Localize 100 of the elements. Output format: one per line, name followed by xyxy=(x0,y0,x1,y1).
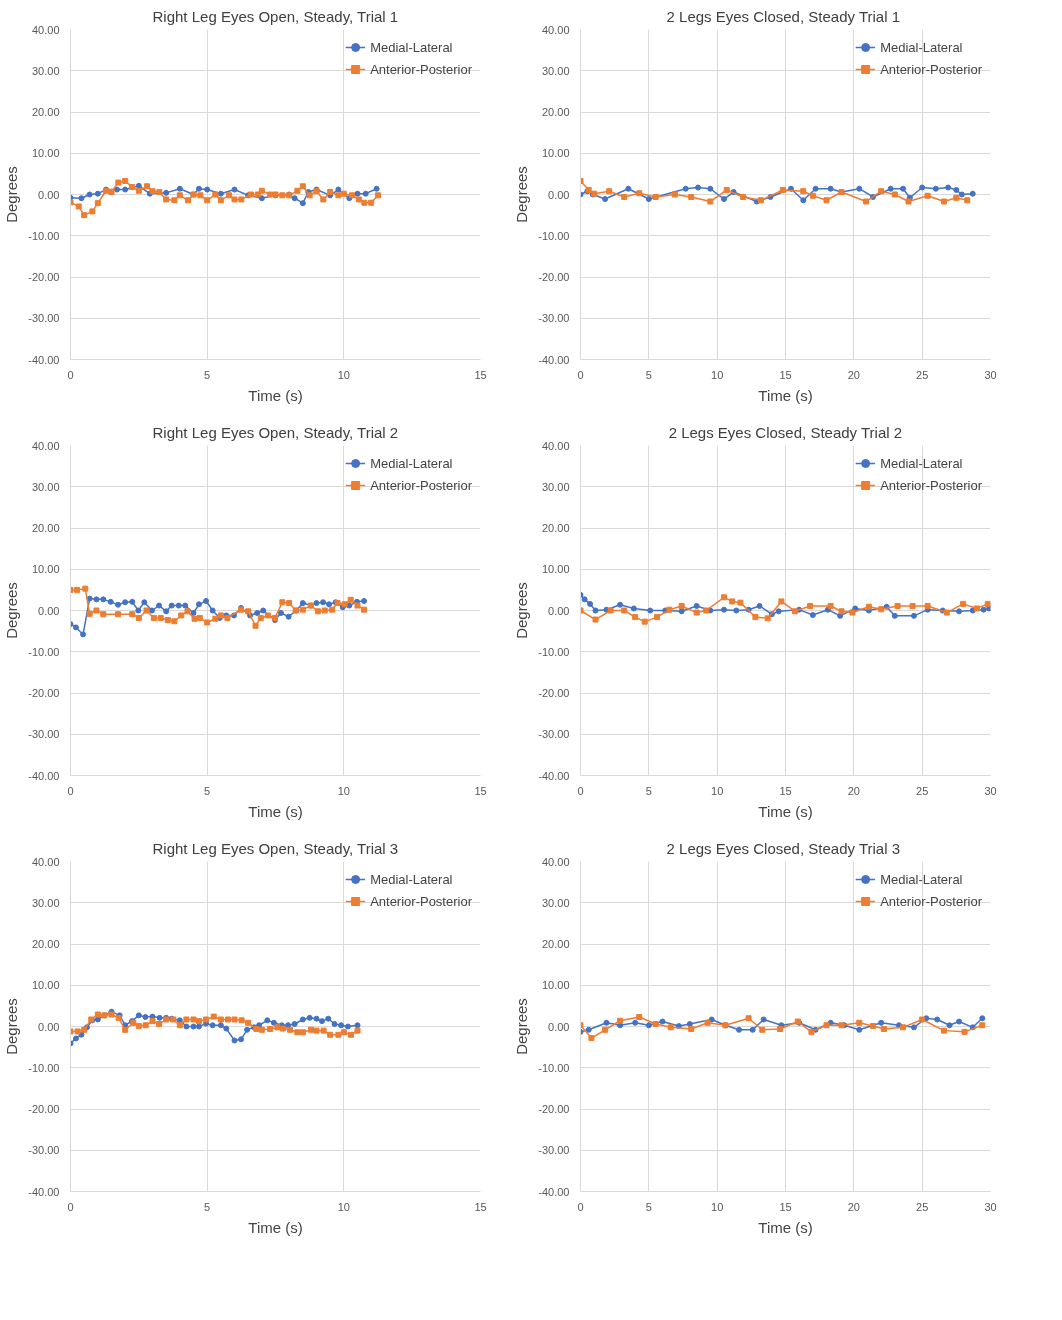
y-tick-label: -40.00 xyxy=(538,353,570,366)
x-tick-label: 20 xyxy=(847,784,860,797)
y-tick-label: 40.00 xyxy=(541,23,570,36)
x-tick-label: 5 xyxy=(204,368,211,381)
legend-label: Anterior-Posterior xyxy=(880,893,982,909)
x-axis-title: Time (s) xyxy=(248,802,303,820)
y-tick-label: 10.00 xyxy=(541,979,570,992)
x-tick-label: 0 xyxy=(67,1200,74,1213)
x-tick-label: 25 xyxy=(916,1200,929,1213)
x-axis-title: Time (s) xyxy=(248,386,303,404)
y-tick-label: -40.00 xyxy=(28,769,60,782)
y-tick-label: 30.00 xyxy=(541,896,570,909)
y-tick-label: 40.00 xyxy=(541,439,570,452)
y-tick-label: -10.00 xyxy=(538,229,570,242)
legend-label: Medial-Lateral xyxy=(880,39,963,55)
y-tick-label: 10.00 xyxy=(31,979,60,992)
legend-label: Medial-Lateral xyxy=(370,871,453,887)
y-tick-label: -40.00 xyxy=(538,769,570,782)
x-tick-label: 30 xyxy=(984,784,997,797)
y-tick-label: 30.00 xyxy=(31,480,60,493)
y-tick-label: -40.00 xyxy=(538,1185,570,1198)
y-tick-label: -10.00 xyxy=(28,645,60,658)
x-tick-label: 10 xyxy=(711,784,724,797)
chart-title: Right Leg Eyes Open, Steady, Trial 2 xyxy=(152,423,399,441)
x-tick-label: 10 xyxy=(711,368,724,381)
x-tick-label: 20 xyxy=(847,368,860,381)
y-tick-label: 0.00 xyxy=(548,1020,570,1033)
y-tick-label: -20.00 xyxy=(538,687,570,699)
y-axis-title: Degrees xyxy=(513,582,531,639)
y-tick-label: 10.00 xyxy=(31,563,60,576)
y-tick-label: -10.00 xyxy=(538,1061,570,1074)
y-tick-label: 0.00 xyxy=(548,604,570,617)
y-axis-title: Degrees xyxy=(3,998,21,1055)
x-tick-label: 5 xyxy=(645,368,652,381)
x-tick-label: 10 xyxy=(337,784,350,797)
x-tick-label: 15 xyxy=(779,784,792,797)
x-axis-title: Time (s) xyxy=(248,1218,303,1236)
y-tick-label: 40.00 xyxy=(31,23,60,36)
chart-title: 2 Legs Eyes Closed, Steady Trial 3 xyxy=(666,839,901,857)
y-tick-label: -30.00 xyxy=(28,1144,60,1157)
x-tick-label: 0 xyxy=(67,368,74,381)
x-axis-title: Time (s) xyxy=(758,802,813,820)
y-tick-label: 0.00 xyxy=(38,188,60,201)
legend-label: Medial-Lateral xyxy=(370,455,453,471)
x-tick-label: 10 xyxy=(711,1200,724,1213)
y-tick-label: 20.00 xyxy=(541,938,570,950)
y-axis-title: Degrees xyxy=(3,582,21,639)
y-tick-label: -30.00 xyxy=(28,728,60,741)
y-tick-label: 30.00 xyxy=(31,64,60,77)
x-tick-label: 5 xyxy=(645,784,652,797)
y-tick-label: 0.00 xyxy=(38,604,60,617)
y-tick-label: -40.00 xyxy=(28,353,60,366)
x-tick-label: 30 xyxy=(984,1200,997,1213)
legend-label: Anterior-Posterior xyxy=(370,477,472,493)
x-tick-label: 0 xyxy=(577,784,584,797)
y-tick-label: -30.00 xyxy=(28,312,60,325)
x-tick-label: 15 xyxy=(474,1200,487,1213)
y-tick-label: 30.00 xyxy=(541,64,570,77)
y-tick-label: 10.00 xyxy=(31,147,60,160)
x-tick-label: 10 xyxy=(337,1200,350,1213)
x-tick-label: 5 xyxy=(645,1200,652,1213)
x-tick-label: 25 xyxy=(916,368,929,381)
y-tick-label: 20.00 xyxy=(31,106,60,118)
y-tick-label: 40.00 xyxy=(541,855,570,868)
x-tick-label: 15 xyxy=(779,1200,792,1213)
x-tick-label: 15 xyxy=(474,368,487,381)
x-tick-label: 15 xyxy=(779,368,792,381)
chart-title: Right Leg Eyes Open, Steady, Trial 3 xyxy=(152,839,399,857)
legend-label: Medial-Lateral xyxy=(370,39,453,55)
x-tick-label: 5 xyxy=(204,784,211,797)
y-axis-title: Degrees xyxy=(3,166,21,223)
y-tick-label: -30.00 xyxy=(538,312,570,325)
y-tick-label: 30.00 xyxy=(31,896,60,909)
x-axis-title: Time (s) xyxy=(758,1218,813,1236)
y-tick-label: 0.00 xyxy=(548,188,570,201)
y-tick-label: -20.00 xyxy=(538,271,570,283)
chart-title: 2 Legs Eyes Closed, Steady Trial 2 xyxy=(668,423,903,441)
legend-label: Anterior-Posterior xyxy=(880,61,982,77)
y-tick-label: 20.00 xyxy=(541,106,570,118)
y-tick-label: -20.00 xyxy=(28,687,60,699)
x-tick-label: 0 xyxy=(577,368,584,381)
legend-label: Anterior-Posterior xyxy=(370,61,472,77)
chart-title: Right Leg Eyes Open, Steady, Trial 1 xyxy=(152,7,399,25)
y-tick-label: -30.00 xyxy=(538,728,570,741)
y-tick-label: 30.00 xyxy=(541,480,570,493)
chart-title: 2 Legs Eyes Closed, Steady Trial 1 xyxy=(666,7,901,25)
y-tick-label: 10.00 xyxy=(541,563,570,576)
x-tick-label: 25 xyxy=(916,784,929,797)
y-tick-label: -20.00 xyxy=(28,1103,60,1115)
y-tick-label: 20.00 xyxy=(541,522,570,534)
y-tick-label: -10.00 xyxy=(538,645,570,658)
y-tick-label: 0.00 xyxy=(38,1020,60,1033)
legend-label: Anterior-Posterior xyxy=(370,893,472,909)
legend-label: Medial-Lateral xyxy=(880,455,963,471)
y-tick-label: -20.00 xyxy=(538,1103,570,1115)
y-tick-label: -10.00 xyxy=(28,1061,60,1074)
y-tick-label: 20.00 xyxy=(31,522,60,534)
y-tick-label: -10.00 xyxy=(28,229,60,242)
y-axis-title: Degrees xyxy=(513,998,531,1055)
legend-label: Anterior-Posterior xyxy=(880,477,982,493)
